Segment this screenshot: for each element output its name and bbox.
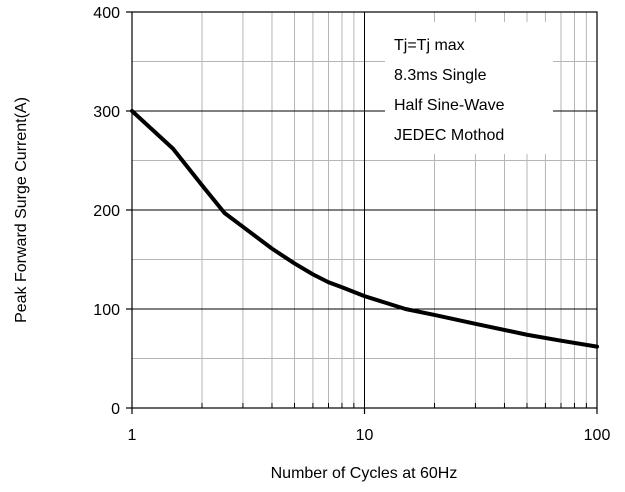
y-tick-label: 100 <box>93 302 120 319</box>
y-tick-label: 200 <box>93 203 120 220</box>
series-layer <box>130 109 599 349</box>
y-tick-label: 400 <box>93 5 120 22</box>
axis-ticks <box>126 11 598 414</box>
x-axis-title: Number of Cycles at 60Hz <box>271 465 458 482</box>
annotation-box <box>385 22 553 154</box>
annotation-line: 8.3ms Single <box>394 67 487 84</box>
annotation-line: Half Sine-Wave <box>394 97 505 114</box>
y-tick-label: 0 <box>111 401 120 418</box>
y-tick-labels: 0 100 200 300 400 <box>93 5 120 418</box>
y-tick-label: 300 <box>93 104 120 121</box>
x-tick-labels: 1 10 100 <box>128 427 611 444</box>
annotation-line: Tj=Tj max <box>394 37 465 54</box>
x-tick-label: 1 <box>128 427 137 444</box>
x-tick-label: 100 <box>584 427 611 444</box>
annotation-text: Tj=Tj max 8.3ms Single Half Sine-Wave JEDEC… <box>394 37 505 144</box>
y-axis-title: Peak Forward Surge Current(A) <box>13 97 30 323</box>
x-tick-label: 10 <box>356 427 374 444</box>
surge-current-curve <box>130 109 599 349</box>
annotation-line: JEDEC Mothod <box>394 127 504 144</box>
